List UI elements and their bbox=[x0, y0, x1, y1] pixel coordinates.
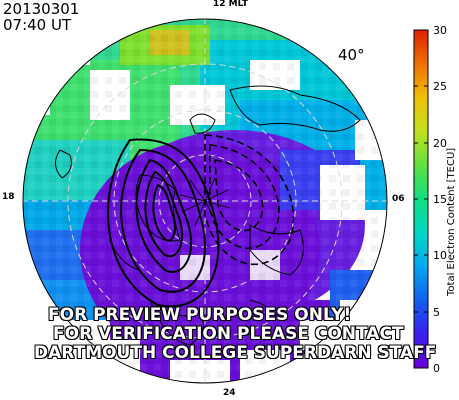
colorbar bbox=[413, 29, 429, 369]
colorbar-tick-label: 20 bbox=[433, 137, 447, 150]
watermark-line-1: FOR PREVIEW PURPOSES ONLY! bbox=[48, 305, 352, 325]
colorbar-tick-label: 25 bbox=[433, 80, 447, 93]
date-label: 20130301 bbox=[3, 0, 80, 18]
colorbar-ticks bbox=[414, 85, 428, 369]
pole-spokes bbox=[179, 177, 231, 227]
convection-contours-dashed bbox=[204, 134, 295, 266]
convection-contours bbox=[107, 138, 220, 308]
colorbar-tick-label: 30 bbox=[433, 24, 447, 37]
watermark-line-2: FOR VERIFICATION PLEASE CONTACT bbox=[53, 324, 404, 344]
colorbar-tick-label: 15 bbox=[433, 193, 447, 206]
min-latitude-label: 40° bbox=[338, 46, 365, 64]
mlt-label-left: 18 bbox=[2, 192, 15, 202]
mlt-label-bottom: 24 bbox=[223, 388, 236, 398]
colorbar-tick-label: 5 bbox=[433, 306, 440, 319]
watermark-line-3: DARTMOUTH COLLEGE SUPERDARN STAFF bbox=[34, 343, 437, 363]
time-label: 07:40 UT bbox=[3, 16, 72, 34]
mlt-label-right: 06 bbox=[392, 194, 405, 204]
map-boundary bbox=[22, 18, 388, 384]
colorbar-tick-label: 0 bbox=[433, 362, 440, 375]
mlt-label-top: 12 MLT bbox=[213, 0, 248, 9]
colorbar-title: Total Electron Content [TECU] bbox=[446, 147, 457, 296]
grid-lines bbox=[23, 19, 387, 383]
colorbar-tick-label: 10 bbox=[433, 249, 447, 262]
